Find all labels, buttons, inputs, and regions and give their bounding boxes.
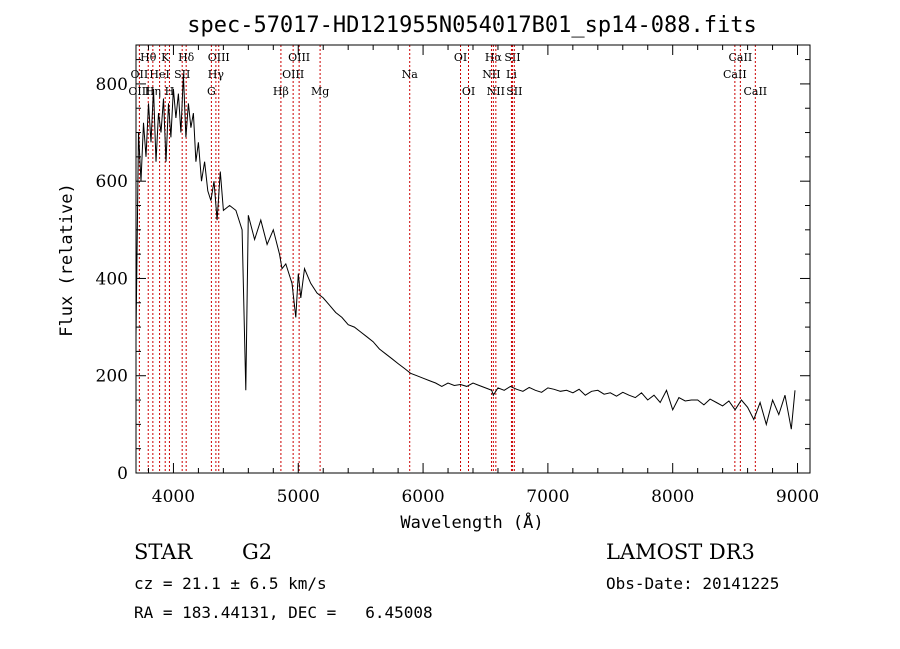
plot-frame <box>135 44 811 474</box>
chart-title: spec-57017-HD121955N054017B01_sp14-088.f… <box>187 13 757 38</box>
x-tick-label: 4000 <box>152 487 195 507</box>
y-tick-label: 400 <box>96 269 128 289</box>
x-tick-label: 5000 <box>277 487 320 507</box>
spectral-line-label: OII <box>131 68 149 81</box>
redshift-value: cz = 21.1 ± 6.5 km/s <box>134 574 327 593</box>
spectrum-series-line <box>135 74 796 430</box>
axis-ticks: 4000 5000 6000 7000 8000 9000 0 200 400 600 800 <box>96 45 819 507</box>
spectral-line-label: CaII <box>723 68 747 81</box>
x-axis-label: Wavelength (Å) <box>400 511 543 533</box>
spectral-line-label: NII <box>487 85 505 98</box>
spectral-line-label: OI <box>454 51 467 64</box>
spectral-line-label: CaII <box>743 85 767 98</box>
spectral-line-label: Hγ <box>208 68 225 81</box>
spectral-line-label: Hβ <box>273 85 289 98</box>
spectral-line-label: OIII <box>128 85 150 98</box>
spectral-line-label: G <box>207 85 216 98</box>
y-tick-label: 800 <box>96 75 128 95</box>
spectral-line-label: Hα <box>485 51 503 64</box>
spectral-line-label: OIII <box>208 51 230 64</box>
spectral-line-label: SII <box>504 51 520 64</box>
y-axis-label: Flux (relative) <box>57 183 77 337</box>
spectral-line-label: Na <box>402 68 419 81</box>
coordinates: RA = 183.44131, DEC = 6.45008 <box>134 603 433 622</box>
spectral-line-label: Li <box>506 68 517 81</box>
y-tick-label: 200 <box>96 367 128 387</box>
spectral-line-label: Hη <box>145 85 161 98</box>
spectral-line-label: NII <box>482 68 500 81</box>
spectral-line-label: H <box>165 85 175 98</box>
object-class: STAR <box>134 540 193 564</box>
spectral-line-markers: Hθ OII OIII K HeI Hη H Hδ SII OIII Hγ G OIII OIII Hβ Mg… <box>128 45 767 473</box>
x-tick-label: 9000 <box>776 487 819 507</box>
spectral-line-label: SII <box>506 85 522 98</box>
spectral-line-label: HeI <box>149 68 169 81</box>
spectral-line-label: OI <box>462 85 475 98</box>
spectral-line-label: CaII <box>729 51 753 64</box>
spectral-line-label: Hθ <box>140 51 157 64</box>
spectral-line-label: K <box>161 51 170 64</box>
y-tick-label: 0 <box>117 464 128 484</box>
spectral-line-label: Hδ <box>178 51 195 64</box>
spectral-line-label: OIII <box>288 51 310 64</box>
object-subclass: G2 <box>242 540 273 564</box>
x-tick-label: 8000 <box>651 487 694 507</box>
spectral-line-label: OIII <box>282 68 304 81</box>
x-tick-label: 7000 <box>526 487 569 507</box>
spectral-line-label: SII <box>174 68 190 81</box>
observation-date: Obs-Date: 20141225 <box>606 574 780 593</box>
x-tick-label: 6000 <box>401 487 444 507</box>
survey-name: LAMOST DR3 <box>606 540 755 564</box>
spectral-line-label: Mg <box>311 85 329 98</box>
y-tick-label: 600 <box>96 172 128 192</box>
